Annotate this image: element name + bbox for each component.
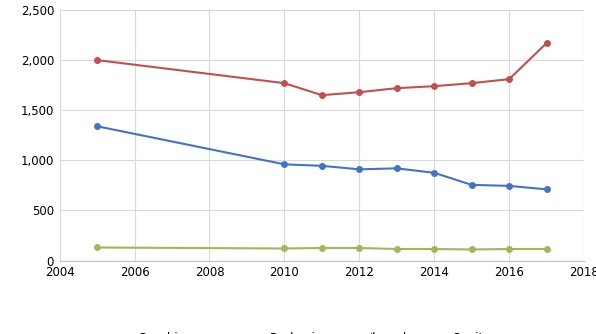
Graphic paper — [94, 124, 101, 128]
Graphic paper — [431, 171, 438, 175]
Sanitary paper — [318, 246, 325, 250]
Sanitary paper — [505, 247, 513, 251]
Packaging paper/board — [356, 90, 363, 94]
Sanitary paper — [393, 247, 401, 251]
Packaging paper/board — [431, 84, 438, 88]
Line: Packaging paper/board: Packaging paper/board — [94, 40, 550, 98]
Packaging paper/board — [543, 41, 550, 45]
Graphic paper — [468, 183, 475, 187]
Line: Graphic paper: Graphic paper — [94, 124, 550, 192]
Sanitary paper — [356, 246, 363, 250]
Packaging paper/board — [468, 81, 475, 85]
Packaging paper/board — [505, 77, 513, 81]
Graphic paper — [356, 167, 363, 171]
Line: Sanitary paper: Sanitary paper — [94, 245, 550, 252]
Packaging paper/board — [94, 58, 101, 62]
Sanitary paper — [543, 247, 550, 251]
Graphic paper — [281, 162, 288, 166]
Graphic paper — [543, 187, 550, 191]
Graphic paper — [505, 184, 513, 188]
Sanitary paper — [431, 247, 438, 251]
Sanitary paper — [281, 246, 288, 250]
Packaging paper/board — [281, 81, 288, 85]
Graphic paper — [318, 164, 325, 168]
Sanitary paper — [94, 245, 101, 249]
Packaging paper/board — [318, 93, 325, 97]
Graphic paper — [393, 166, 401, 170]
Sanitary paper — [468, 247, 475, 252]
Packaging paper/board — [393, 86, 401, 90]
Legend: Graphic paper, Packaging paper/board, Sanitary paper: Graphic paper, Packaging paper/board, Sa… — [98, 327, 546, 334]
